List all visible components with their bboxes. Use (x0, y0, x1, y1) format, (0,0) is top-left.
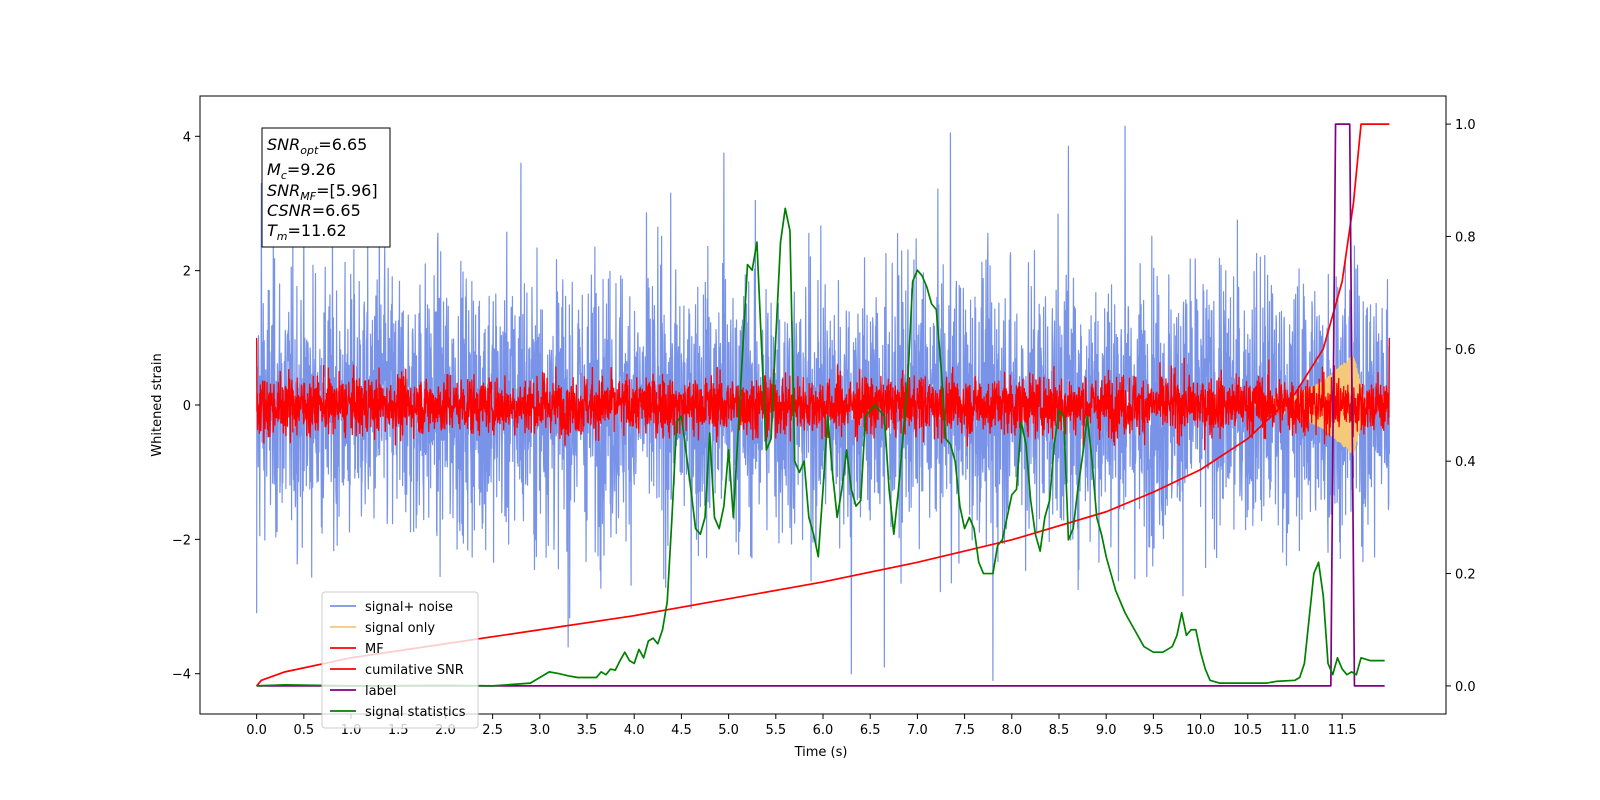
series-line-mf (255, 337, 1391, 453)
y2-tick-label: 0.4 (1455, 455, 1476, 470)
x-tick-label: 10.5 (1233, 723, 1262, 738)
x-tick-label: 5.0 (718, 723, 739, 738)
y2-tick-label: 0.6 (1455, 343, 1476, 358)
series-line-signal-statistics (256, 207, 1385, 687)
x-tick-label: 7.0 (907, 723, 928, 738)
x-tick-label: 7.5 (954, 723, 975, 738)
x-tick-label: 4.0 (624, 723, 645, 738)
x-tick-label: 0.5 (293, 723, 314, 738)
x-axis-label: Time (s) (794, 745, 848, 760)
y-tick-label: 0 (183, 399, 191, 414)
x-tick-label: 5.5 (765, 723, 786, 738)
legend: signal+ noise signal only MF cumilative SNR… (321, 591, 479, 729)
legend-entry: signal statistics (365, 705, 466, 720)
stats-annotation-box: SNRopt=6.65 Mc=9.26 SNRMF=[5.96] CSNR=6.… (261, 127, 391, 248)
y2-tick-label: 0.2 (1455, 568, 1476, 583)
y-tick-label: 4 (183, 130, 191, 145)
y-axis-left: 4 2 0 −2 −4 (172, 130, 200, 683)
legend-entry: signal only (365, 621, 435, 636)
legend-entry: cumilative SNR (365, 663, 464, 678)
legend-frame (321, 591, 479, 729)
series-line-label (256, 123, 1385, 687)
annotation-snr-opt: SNRopt=6.65 (267, 135, 367, 157)
y2-tick-label: 0.8 (1455, 230, 1476, 245)
x-tick-label: 11.5 (1328, 723, 1357, 738)
x-tick-label: 6.0 (813, 723, 834, 738)
y2-tick-label: 0.0 (1455, 680, 1476, 695)
y-tick-label: 2 (183, 265, 191, 280)
x-tick-label: 3.5 (577, 723, 598, 738)
x-tick-label: 0.0 (246, 723, 267, 738)
x-tick-label: 8.0 (1001, 723, 1022, 738)
legend-entry: MF (365, 642, 384, 657)
x-tick-label: 3.0 (529, 723, 550, 738)
y-axis-right: 1.0 0.8 0.6 0.4 0.2 0.0 (1446, 118, 1476, 695)
x-tick-label: 4.5 (671, 723, 692, 738)
x-tick-label: 9.0 (1096, 723, 1117, 738)
y-axis-label: Whitened strain (150, 353, 165, 456)
annotation-tm: Tm=11.62 (267, 221, 347, 243)
x-axis: 0.0 0.5 1.0 1.5 2.0 2.5 3.0 3.5 4.0 4.5 5.0 5.5 6.0 6… (246, 714, 1357, 738)
annotation-snr-mf: SNRMF=[5.96] (267, 181, 378, 203)
annotation-frame (261, 127, 391, 248)
y-tick-label: −2 (172, 533, 191, 548)
series-line-signal-noise (256, 125, 1390, 682)
x-tick-label: 10.0 (1186, 723, 1215, 738)
legend-entry: signal+ noise (365, 600, 453, 615)
x-tick-label: 11.0 (1280, 723, 1309, 738)
x-tick-label: 6.5 (860, 723, 881, 738)
x-tick-label: 2.5 (482, 723, 503, 738)
legend-entry: label (365, 684, 396, 699)
annotation-mc: Mc=9.26 (267, 160, 336, 182)
x-tick-label: 8.5 (1049, 723, 1070, 738)
annotation-csnr: CSNR=6.65 (267, 201, 361, 220)
y2-tick-label: 1.0 (1455, 118, 1476, 133)
y-tick-label: −4 (172, 668, 191, 683)
x-tick-label: 9.5 (1143, 723, 1164, 738)
